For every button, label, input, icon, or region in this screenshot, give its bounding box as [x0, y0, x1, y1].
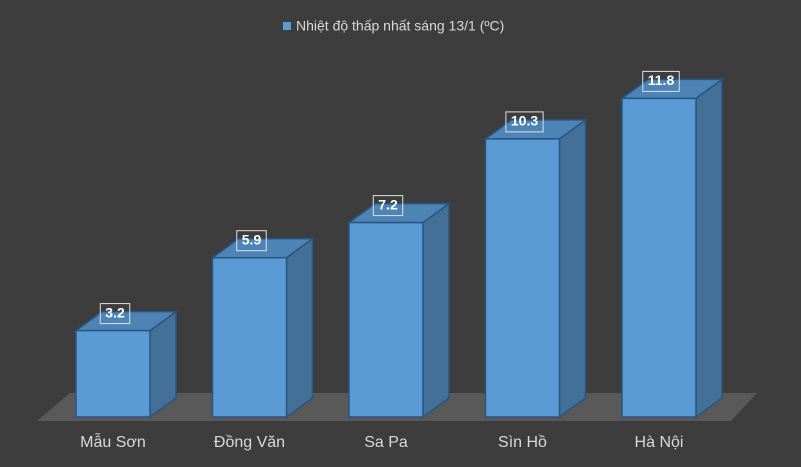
data-label: 5.9 [242, 231, 262, 247]
bar [210, 237, 315, 419]
bar-front [621, 97, 697, 418]
bar [619, 77, 725, 419]
x-tick-label: Sa Pa [364, 434, 408, 451]
bar [73, 310, 179, 419]
x-tick-label: Đồng Văn [214, 434, 285, 451]
bar-side [285, 237, 314, 419]
data-label-box [99, 303, 131, 325]
data-label-box [505, 111, 544, 133]
bar-side [422, 202, 450, 419]
data-label: 11.8 [648, 72, 675, 88]
data-label: 10.3 [511, 113, 538, 129]
bar-side [558, 118, 587, 419]
bar-front [348, 221, 424, 418]
legend-label: Nhiệt độ thấp nhất sáng 13/1 (ºC) [296, 18, 504, 34]
data-label-box [236, 230, 267, 252]
x-tick-label: Hà Nội [635, 434, 684, 451]
bar-front [484, 138, 561, 418]
bar-front [75, 329, 151, 418]
bar-front [211, 256, 288, 418]
bar [483, 118, 588, 419]
data-label: 7.2 [378, 196, 398, 212]
data-label: 3.2 [105, 304, 125, 320]
data-label-box [642, 70, 680, 92]
x-tick-label: Sìn Hồ [498, 434, 547, 451]
bar [346, 202, 452, 419]
bar-side [695, 77, 723, 419]
x-tick-label: Mẫu Sơn [80, 432, 146, 451]
data-label-box [372, 195, 404, 217]
legend-swatch [283, 22, 291, 30]
